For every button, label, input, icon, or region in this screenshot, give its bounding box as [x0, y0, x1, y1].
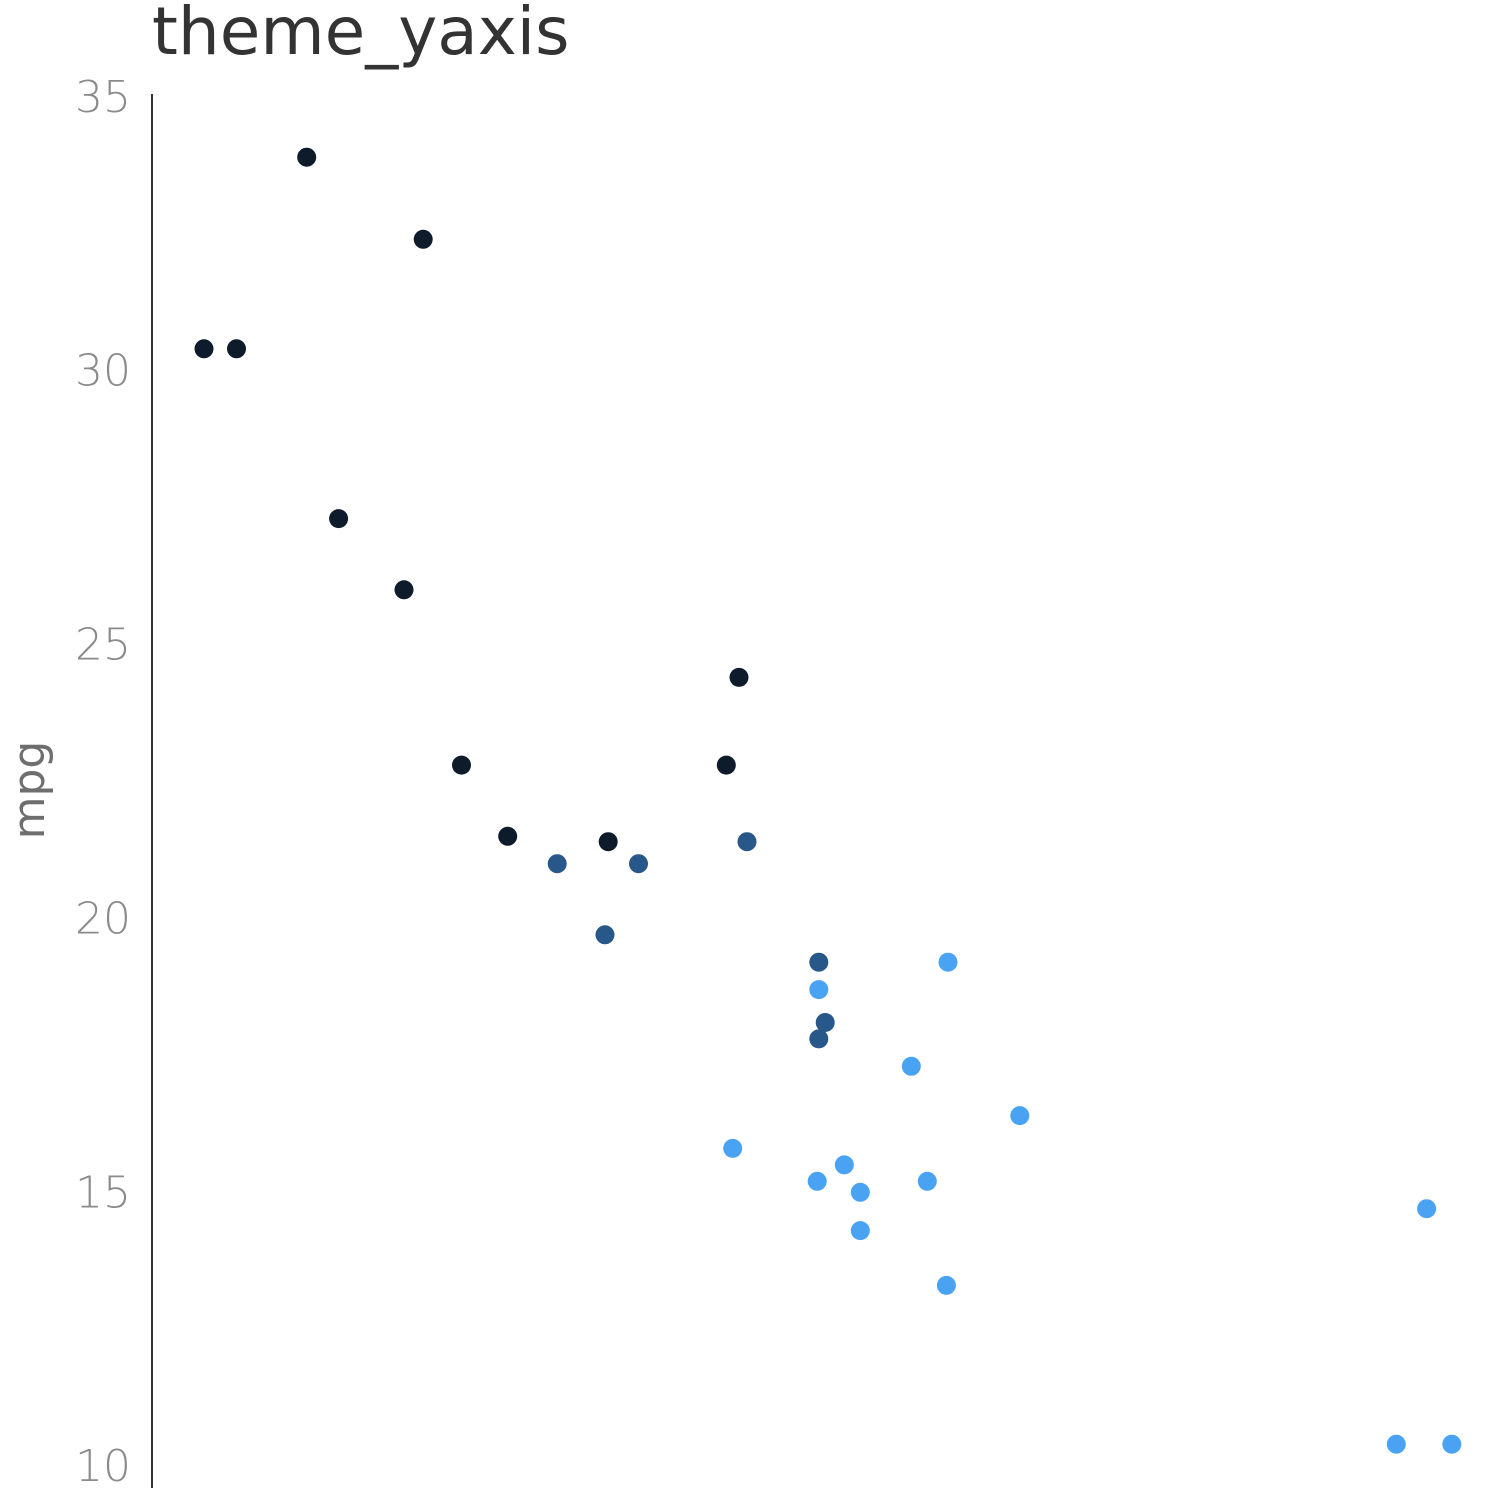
- data-point: [413, 229, 433, 249]
- data-point: [1442, 1434, 1462, 1454]
- data-point: [936, 1275, 956, 1295]
- y-axis-title: mpg: [4, 741, 55, 840]
- data-point: [917, 1171, 937, 1191]
- data-point: [452, 755, 471, 775]
- data-point: [595, 925, 615, 945]
- y-tick-label: 10: [75, 1441, 131, 1492]
- y-tick-labels: 10 15 20 25 30 35: [75, 72, 131, 1492]
- data-point: [297, 147, 317, 167]
- data-point: [807, 1171, 827, 1191]
- data-point: [1010, 1106, 1030, 1126]
- data-point: [809, 952, 829, 972]
- data-point: [394, 580, 414, 600]
- data-point: [716, 755, 736, 775]
- data-point: [723, 1138, 743, 1158]
- y-tick-label: 30: [75, 346, 131, 397]
- data-point: [737, 832, 757, 852]
- data-point: [850, 1221, 870, 1241]
- data-point: [850, 1182, 870, 1202]
- y-tick-label: 35: [75, 72, 131, 123]
- data-point: [498, 826, 518, 846]
- data-point: [815, 1013, 835, 1032]
- data-point: [598, 832, 618, 852]
- data-point: [938, 952, 958, 972]
- y-tick-label: 25: [75, 620, 131, 671]
- data-point: [329, 509, 349, 529]
- y-tick-label: 20: [75, 893, 131, 944]
- chart-title: theme_yaxis: [152, 0, 570, 70]
- data-point: [1417, 1199, 1437, 1219]
- data-point: [194, 339, 214, 359]
- data-point: [809, 980, 829, 1000]
- data-points: [194, 147, 1462, 1454]
- data-point: [1386, 1434, 1406, 1454]
- data-point: [834, 1155, 854, 1175]
- data-point: [809, 1029, 829, 1049]
- data-point: [547, 854, 567, 874]
- data-point: [629, 854, 648, 874]
- data-point: [901, 1056, 921, 1076]
- data-point: [227, 339, 246, 359]
- y-tick-label: 15: [75, 1167, 131, 1218]
- data-point: [729, 667, 749, 687]
